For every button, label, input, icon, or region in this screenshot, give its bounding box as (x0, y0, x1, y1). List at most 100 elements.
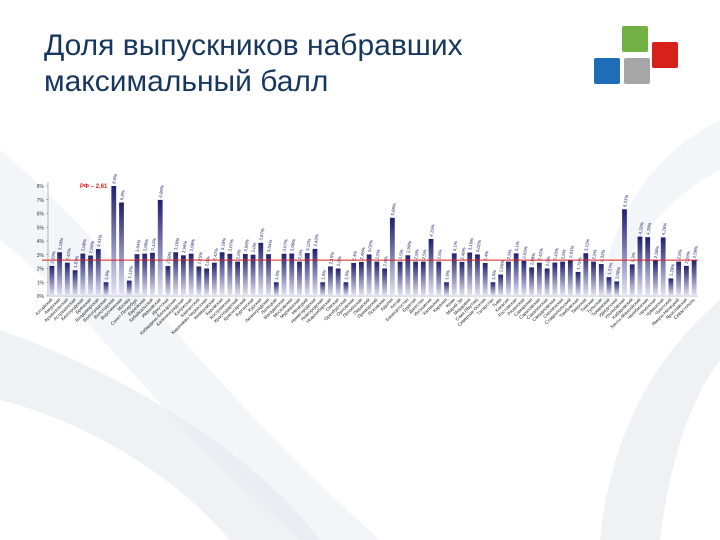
data-label: 2,32% (599, 249, 606, 262)
data-label: 2,5% (591, 249, 598, 260)
y-tick-label: 8% (37, 184, 45, 190)
data-label: 2,58% (653, 245, 660, 258)
data-label: 2,0% (545, 256, 552, 267)
data-label: 3,18% (220, 237, 227, 250)
x-tick-label: Тыва (491, 297, 503, 309)
bar (266, 254, 271, 296)
data-label: 4,32% (638, 222, 645, 235)
y-tick-label: 6% (37, 212, 45, 218)
data-label: 2,58% (692, 245, 699, 258)
data-label: 3,1% (514, 241, 521, 252)
data-label: 2,5% (560, 249, 567, 260)
data-label: 2,08% (529, 252, 536, 265)
bar (320, 282, 326, 296)
data-label: 1,0% (104, 270, 111, 281)
data-label: 4,28% (645, 222, 652, 235)
data-label: 2,4% (351, 250, 358, 261)
data-label: 1,0% (320, 270, 327, 281)
bar (343, 282, 349, 296)
bar (676, 261, 682, 296)
data-label: 2,96% (181, 240, 188, 253)
data-label: 2,0% (336, 256, 343, 267)
data-label: 3,07% (227, 239, 234, 252)
bar (80, 253, 86, 296)
bar (498, 274, 504, 296)
data-label: 3,08% (142, 239, 149, 252)
data-label: 2,43% (552, 248, 559, 261)
bar (281, 253, 287, 296)
data-label: 2,5% (436, 249, 443, 260)
bar (188, 253, 194, 296)
data-label: 2,19% (684, 251, 691, 264)
y-tick-label: 0% (37, 294, 45, 300)
logo-green-cube (622, 26, 648, 52)
bar (273, 282, 279, 296)
data-label: 2,5% (676, 249, 683, 260)
bar (475, 254, 480, 296)
bar (366, 254, 372, 296)
bar (482, 263, 488, 296)
bar (49, 265, 55, 296)
data-label: 3,16% (467, 238, 474, 251)
bar (103, 282, 109, 296)
data-label: 1,56% (498, 260, 505, 273)
bar (235, 261, 240, 296)
data-label: 2,96% (405, 240, 412, 253)
bar (591, 261, 596, 296)
bar (173, 252, 179, 296)
bar (289, 253, 295, 296)
bar (668, 278, 674, 296)
data-label: 1,87% (73, 255, 80, 268)
bar (567, 260, 573, 296)
data-label: 1,0% (274, 270, 281, 281)
bar (428, 238, 434, 296)
bar (397, 261, 403, 296)
bar (513, 253, 519, 296)
data-label: 6,31% (622, 194, 629, 207)
bar (111, 186, 117, 296)
y-tick-label: 3% (37, 253, 45, 259)
data-label: 2,19% (49, 251, 56, 264)
data-label: 6,99% (158, 185, 165, 198)
bar (598, 264, 604, 296)
data-label: 8,0% (111, 173, 118, 184)
x-tick-label: Коми (445, 297, 457, 309)
bar (142, 253, 148, 296)
data-label: 3,12% (305, 238, 312, 251)
data-label: 4,15% (429, 224, 436, 237)
bar (544, 268, 550, 296)
bar (204, 268, 210, 296)
bar (436, 261, 442, 296)
y-tick-label: 5% (37, 225, 45, 231)
logo-grey-cube (624, 58, 650, 84)
data-label: 1,12% (127, 266, 134, 279)
data-label: 4,26% (661, 222, 668, 235)
bar (490, 282, 496, 296)
bar (219, 252, 225, 296)
bar (389, 217, 395, 296)
bar (227, 253, 233, 296)
data-label: 3,41% (96, 234, 103, 247)
bar (560, 261, 565, 296)
data-label: 2,5% (413, 249, 420, 260)
data-label: 2,15% (196, 251, 203, 264)
bar (119, 202, 124, 296)
bar (374, 261, 380, 296)
data-label: 3,07% (282, 239, 289, 252)
logo-red-cube (652, 42, 678, 68)
data-label: 2,5% (235, 249, 242, 260)
bar (312, 248, 318, 296)
bar (335, 268, 341, 296)
bar (606, 277, 612, 296)
data-label: 2,5% (506, 249, 513, 260)
data-label: 3,1% (452, 241, 459, 252)
bar (637, 236, 643, 296)
bar (196, 266, 202, 296)
data-label: 2,0% (204, 256, 211, 267)
data-label: 2,61% (568, 245, 575, 258)
data-label: 3,11% (583, 239, 590, 252)
data-label: 1,37% (607, 262, 614, 275)
bar (552, 262, 558, 296)
bar (57, 252, 63, 296)
